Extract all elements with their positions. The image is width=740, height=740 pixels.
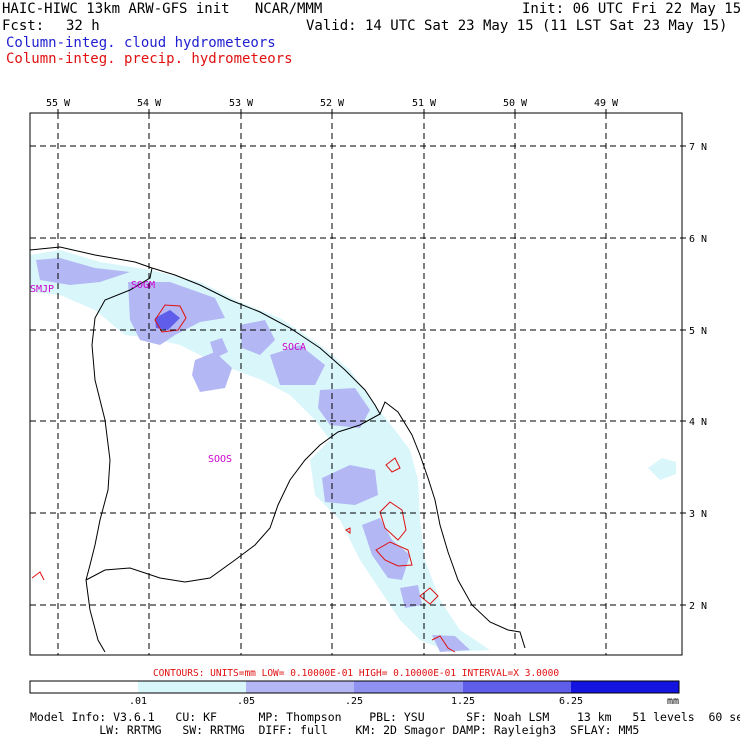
colorbar-tick-4: 6.25	[559, 696, 583, 707]
lat-label-6n: 6 N	[689, 234, 707, 245]
coastlines	[29, 246, 526, 653]
lat-label-2n: 2 N	[689, 601, 707, 612]
header-fcst-value: 32 h	[66, 18, 100, 34]
cloud-mid-1	[36, 258, 130, 285]
lat-label-4n: 4 N	[689, 417, 707, 428]
cloud-mid-3	[240, 320, 275, 355]
precip-contour-1	[154, 304, 187, 333]
model-info-line1: Model Info: V3.6.1 CU: KF MP: Thompson P…	[30, 710, 740, 724]
colorbar	[29, 680, 680, 694]
cloud-mid-4	[192, 352, 232, 392]
precip-contours	[31, 304, 456, 653]
station-label-smjp: SMJP	[30, 284, 54, 295]
field-label-precip: Column-integ. precip. hydrometeors	[6, 51, 293, 67]
lon-label-50w: 50 W	[503, 98, 528, 109]
station-label-soca: SOCA	[282, 342, 306, 353]
cloud-mid-6	[270, 345, 325, 385]
precip-contour-3	[379, 501, 407, 541]
station-label-soos: SOOS	[208, 454, 232, 465]
colorbar-segment-2	[246, 681, 354, 693]
lon-label-51w: 51 W	[412, 98, 437, 109]
colorbar-tick-0: .01	[129, 696, 147, 707]
colorbar-segment-0	[30, 681, 138, 693]
lon-label-54w: 54 W	[137, 98, 162, 109]
header-fcst-label: Fcst:	[2, 18, 45, 34]
model-info-line2: LW: RRTMG SW: RRTMG DIFF: full KM: 2D Sm…	[30, 723, 640, 737]
station-label-sogm: SOGM	[131, 280, 155, 291]
cloud-mid-5	[210, 338, 228, 358]
cloud-mid-11	[432, 635, 470, 652]
border-suriname-fr-guiana	[85, 267, 153, 581]
lon-label-55w: 55 W	[46, 98, 71, 109]
map-frame	[29, 112, 683, 656]
colorbar-tick-2: .25	[345, 696, 363, 707]
lat-label-5n: 5 N	[689, 326, 707, 337]
field-label-cloud: Column-integ. cloud hydrometeors	[6, 35, 276, 51]
header-title: HAIC-HIWC 13km ARW-GFS init NCAR/MMM	[2, 1, 323, 17]
precip-contour-8	[345, 527, 351, 534]
lon-label-52w: 52 W	[320, 98, 345, 109]
precip-contour-6	[431, 635, 456, 653]
contour-info: CONTOURS: UNITS=mm LOW= 0.10000E-01 HIGH…	[153, 668, 559, 679]
precip-contour-4	[375, 541, 413, 567]
cloud-mid-10	[400, 585, 422, 608]
cloud-light-east	[648, 458, 676, 480]
border-fr-guiana-brazil	[85, 413, 381, 583]
cloud-dark-1	[155, 310, 180, 330]
lon-label-49w: 49 W	[594, 98, 619, 109]
precip-contour-7	[31, 571, 45, 581]
colorbar-units: mm	[667, 696, 679, 707]
colorbar-segment-4	[463, 681, 571, 693]
colorbar-segment-5	[571, 681, 679, 693]
border-west	[85, 579, 106, 653]
lon-label-53w: 53 W	[229, 98, 254, 109]
cloud-mid-7	[318, 388, 370, 428]
colorbar-tick-3: 1.25	[451, 696, 475, 707]
lat-label-7n: 7 N	[689, 142, 707, 153]
colorbar-segment-3	[354, 681, 463, 693]
header-init: Init: 06 UTC Fri 22 May 15	[522, 1, 740, 17]
precip-contour-5	[419, 587, 439, 605]
colorbar-tick-1: .05	[237, 696, 255, 707]
cloud-mid-2	[128, 282, 225, 345]
frame-ticks	[57, 109, 686, 606]
cloud-shading	[30, 250, 676, 652]
colorbar-segment-1	[138, 681, 246, 693]
header-valid: Valid: 14 UTC Sat 23 May 15 (11 LST Sat …	[306, 18, 728, 34]
cloud-mid-8	[322, 465, 378, 505]
lat-lon-grid	[30, 113, 682, 655]
lat-label-3n: 3 N	[689, 509, 707, 520]
cloud-mid-9	[362, 518, 410, 580]
colorbar-frame	[29, 680, 680, 694]
precip-contour-2	[385, 457, 401, 473]
